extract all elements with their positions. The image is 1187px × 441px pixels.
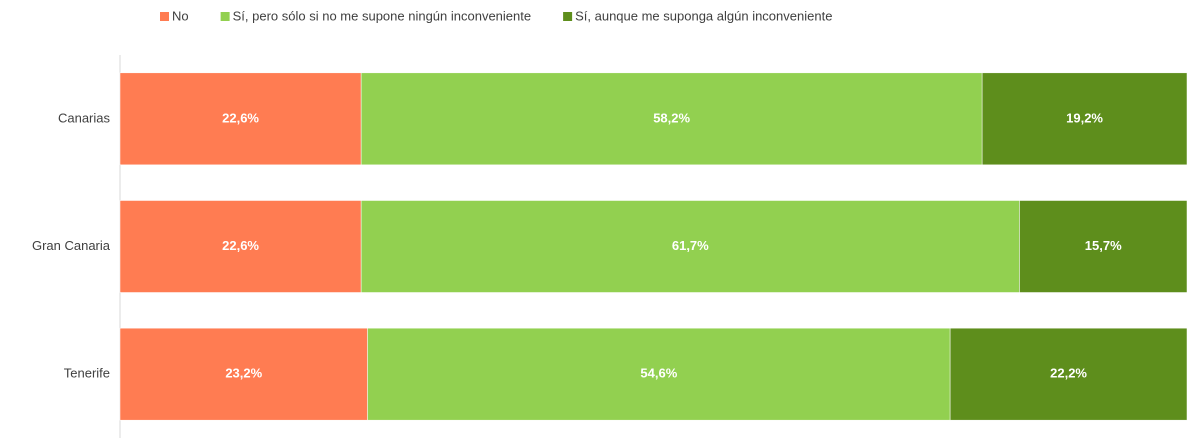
bar [119, 200, 362, 293]
y-tick-label: Canarias [58, 110, 111, 125]
bar [981, 72, 1187, 166]
data-label: 22,6% [222, 110, 259, 125]
data-label: 61,7% [672, 238, 709, 253]
legend-label: Sí, aunque me suponga algún inconvenient… [575, 8, 832, 23]
bar [367, 327, 951, 421]
legend-swatch [160, 12, 169, 21]
y-tick-label: Gran Canaria [32, 238, 111, 253]
bar [360, 200, 1020, 293]
legend-swatch [563, 12, 573, 21]
data-label: 22,2% [1050, 366, 1087, 381]
data-label: 58,2% [653, 110, 690, 125]
data-label: 54,6% [640, 366, 677, 381]
data-label: 22,6% [222, 238, 259, 253]
data-label: 19,2% [1066, 110, 1103, 125]
data-label: 23,2% [225, 366, 262, 381]
legend-label: No [172, 8, 189, 23]
data-label: 15,7% [1085, 238, 1122, 253]
legend-label: Sí, pero sólo si no me supone ningún inc… [233, 8, 531, 23]
legend-swatch [220, 12, 230, 21]
bar [119, 72, 362, 166]
bar [1019, 200, 1187, 293]
bar [119, 327, 368, 421]
y-tick-label: Tenerife [64, 366, 110, 381]
bar [360, 72, 983, 166]
